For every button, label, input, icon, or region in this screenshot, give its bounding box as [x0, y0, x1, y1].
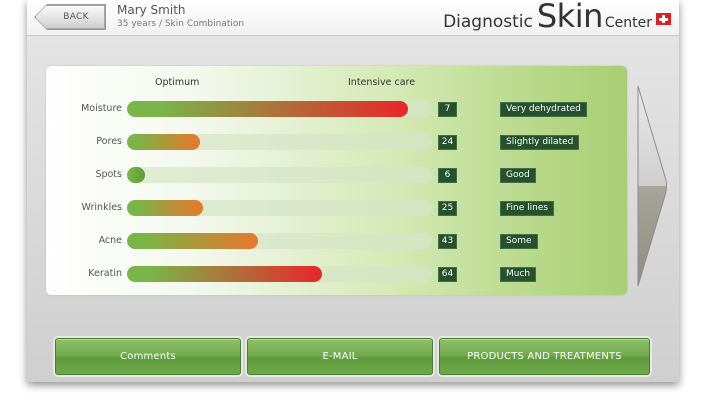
metric-bar-fill-spots — [127, 167, 145, 183]
metric-bar-fill-pores — [127, 134, 200, 150]
metric-status-badge: Good — [500, 168, 536, 183]
results-panel: Optimum Intensive care Moisture 7 Very deh… — [46, 66, 627, 295]
back-button[interactable]: BACK — [35, 5, 105, 29]
metric-value-badge: 64 — [438, 267, 457, 282]
metric-bar-fill-moisture — [127, 101, 408, 117]
metric-value-badge: 24 — [438, 135, 457, 150]
metric-status-badge: Some — [500, 234, 538, 249]
app-window: BACK Mary Smith 35 years / Skin Combinat… — [27, 0, 679, 382]
metric-value-badge: 7 — [438, 102, 457, 117]
brand-logo: Diagnostic Skin Center — [443, 0, 671, 35]
brand-word-diagnostic: Diagnostic — [443, 12, 533, 32]
metric-label-wrinkles: Wrinkles — [81, 202, 122, 213]
metric-status-badge: Slightly dilated — [500, 135, 580, 150]
patient-info: 35 years / Skin Combination — [117, 19, 245, 29]
column-header-intensive-care: Intensive care — [348, 77, 416, 88]
next-arrow-icon[interactable] — [637, 85, 667, 287]
header: BACK Mary Smith 35 years / Skin Combinat… — [27, 0, 679, 36]
metric-value-badge: 25 — [438, 201, 457, 216]
metric-value-badge: 43 — [438, 234, 457, 249]
products-and-treatments-button[interactable]: PRODUCTS AND TREATMENTS — [439, 338, 650, 375]
comments-button[interactable]: Comments — [55, 338, 241, 375]
metric-bar-track — [127, 101, 432, 117]
back-button-label: BACK — [63, 12, 89, 22]
email-button[interactable]: E-MAIL — [247, 338, 433, 375]
brand-word-skin: Skin — [536, 0, 604, 35]
metric-value-badge: 6 — [438, 168, 457, 183]
metric-bar-fill-wrinkles — [127, 200, 203, 216]
metric-bar-fill-acne — [127, 233, 258, 249]
metric-bar-track — [127, 134, 432, 150]
column-header-optimum: Optimum — [155, 77, 200, 88]
metric-label-spots: Spots — [95, 169, 122, 180]
metric-label-pores: Pores — [96, 136, 122, 147]
patient-name: Mary Smith — [117, 3, 186, 17]
metric-bar-track — [127, 266, 432, 282]
metric-bar-track — [127, 233, 432, 249]
metric-label-keratin: Keratin — [88, 268, 122, 279]
bottom-action-bar: Comments E-MAIL PRODUCTS AND TREATMENTS — [27, 330, 679, 382]
metric-label-acne: Acne — [98, 235, 122, 246]
brand-word-center: Center — [604, 15, 652, 31]
metric-status-badge: Very dehydrated — [500, 102, 587, 117]
metric-bar-track — [127, 167, 432, 183]
swiss-flag-icon — [656, 13, 671, 25]
metric-status-badge: Fine lines — [500, 201, 555, 216]
metric-label-moisture: Moisture — [81, 103, 122, 114]
metric-status-badge: Much — [500, 267, 537, 282]
metric-bar-fill-keratin — [127, 266, 322, 282]
metric-bar-track — [127, 200, 432, 216]
